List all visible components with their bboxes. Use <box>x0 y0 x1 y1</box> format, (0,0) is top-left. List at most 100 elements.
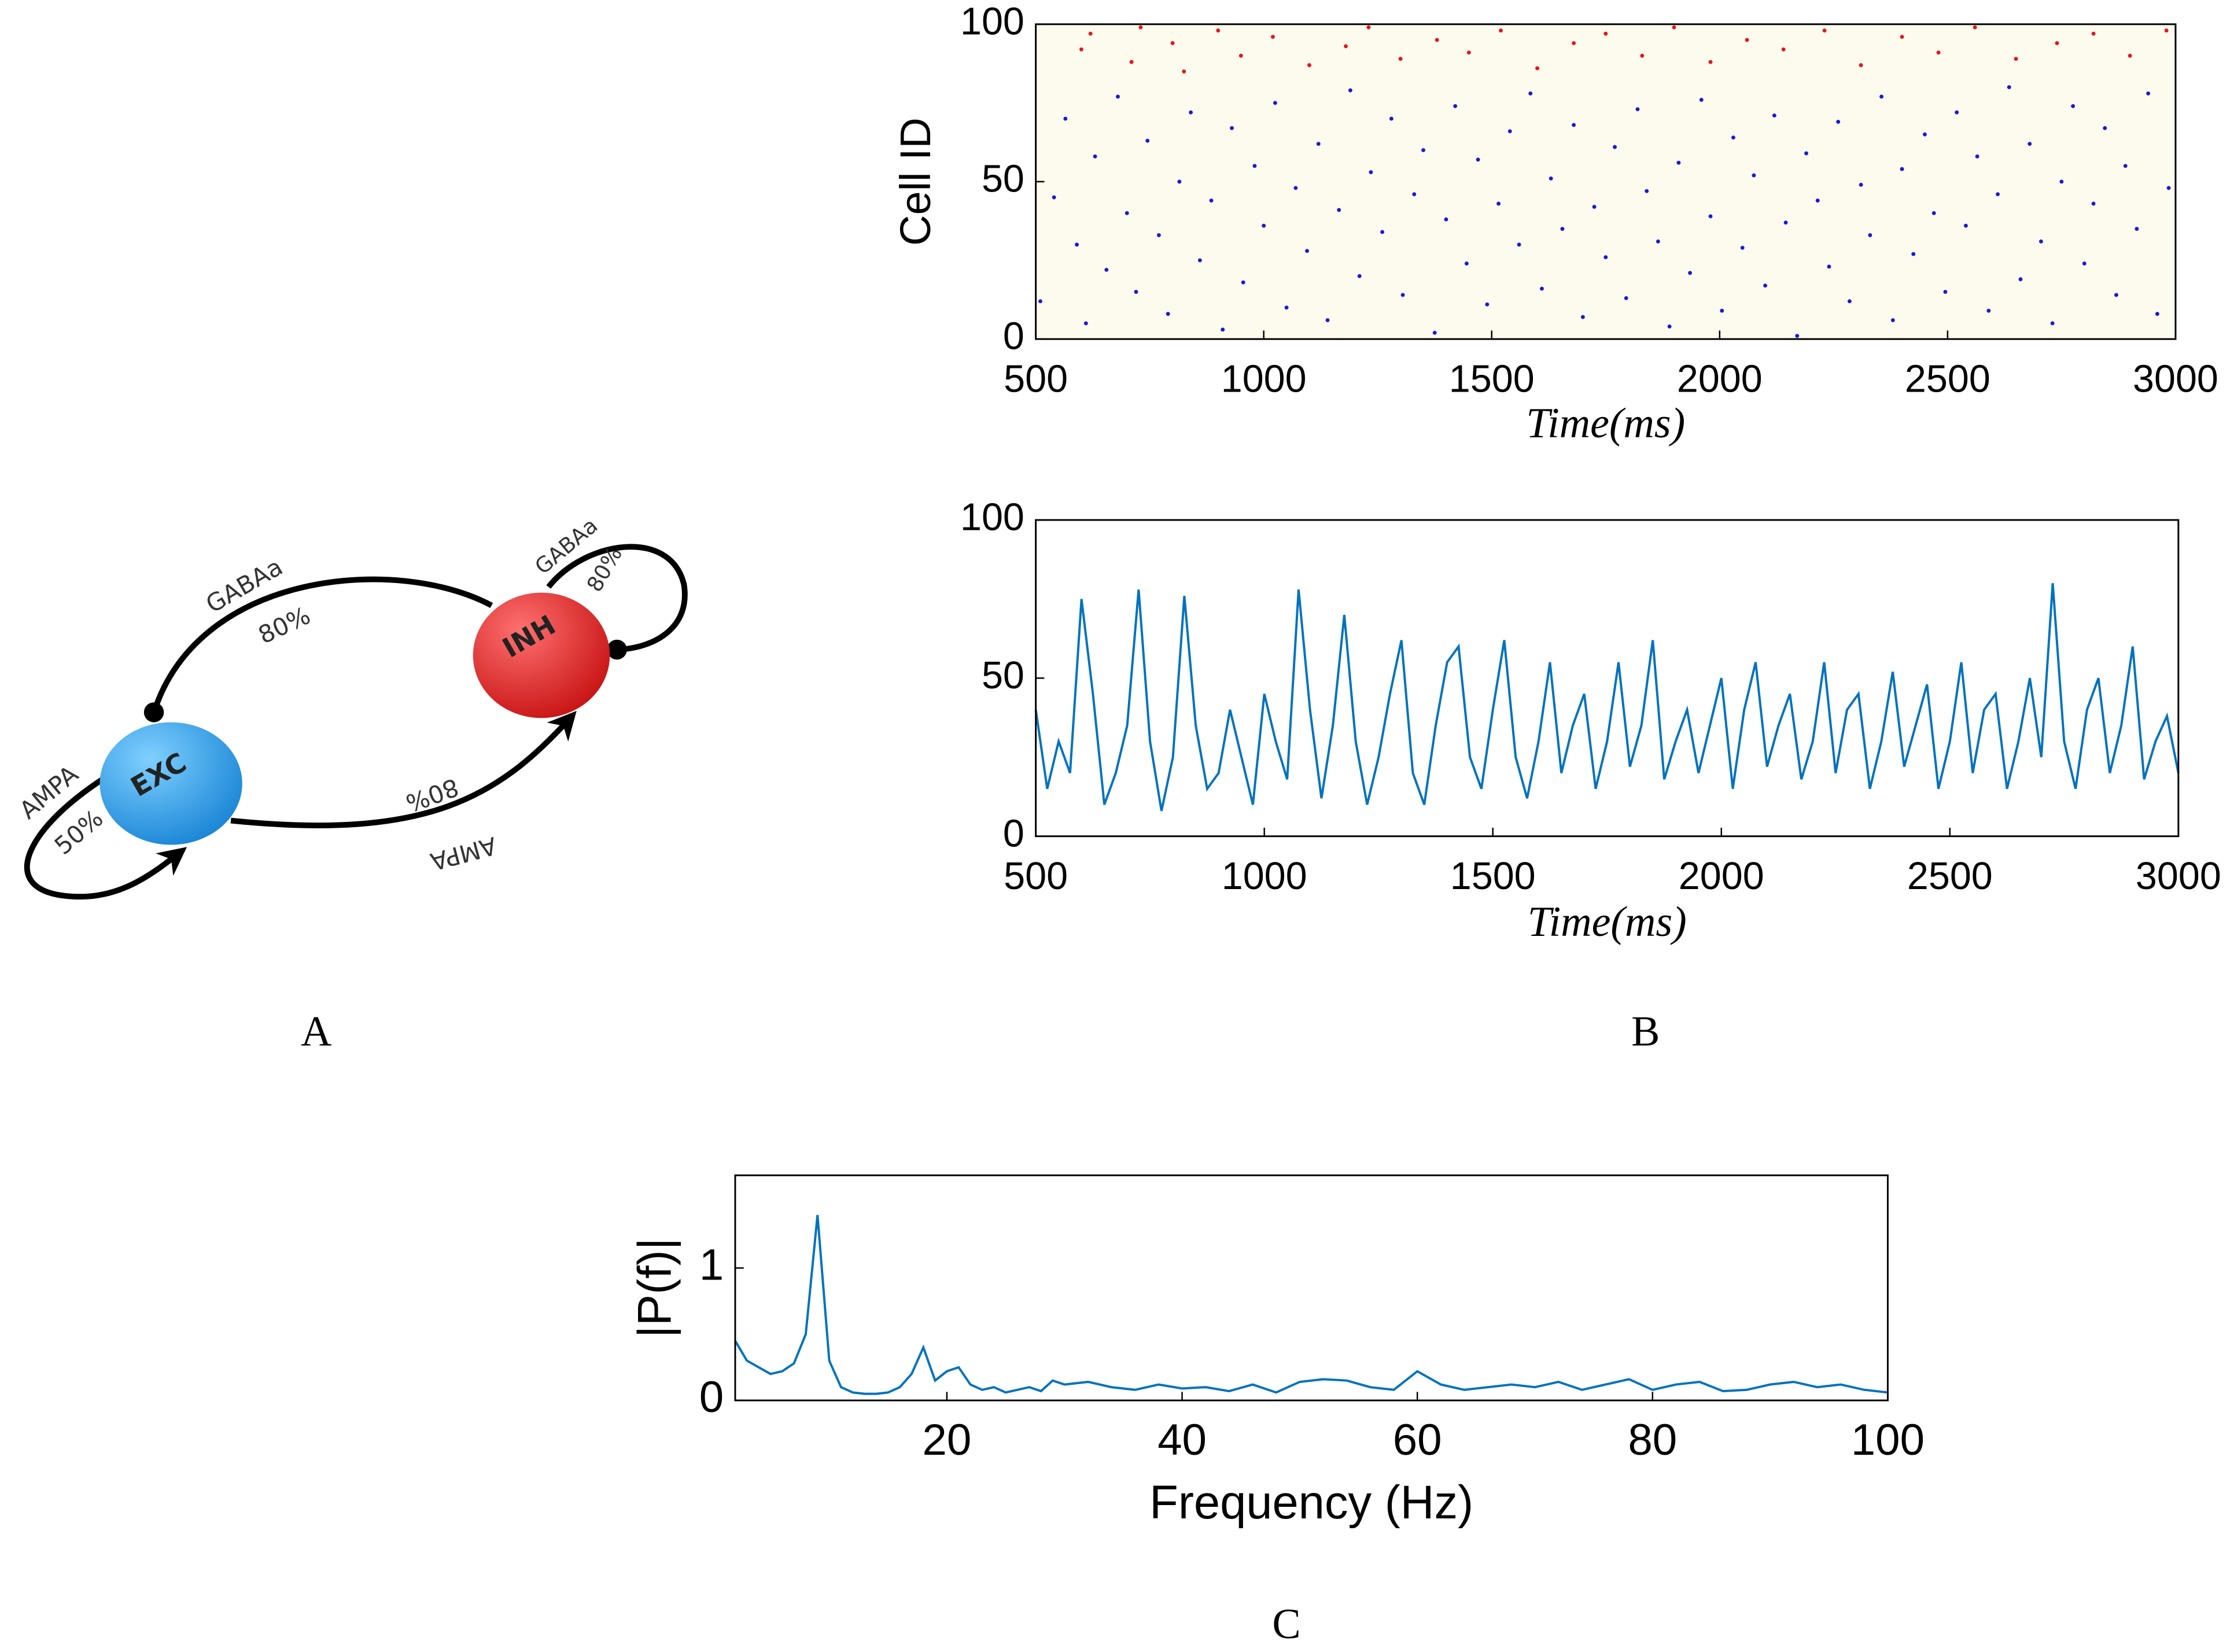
spike <box>2027 142 2032 146</box>
spike <box>1262 223 1266 228</box>
plot-area <box>1035 519 2178 836</box>
spike <box>1307 63 1311 68</box>
spike <box>1868 233 1872 238</box>
spike <box>1827 264 1831 269</box>
spike <box>1699 98 1704 102</box>
y-tick-label: 0 <box>1003 315 1024 358</box>
plot-frame <box>734 1174 1889 1402</box>
y-tick-label: 100 <box>960 496 1024 539</box>
spike <box>1129 60 1134 64</box>
spike <box>1088 31 1093 36</box>
synapse-label: AMPA <box>14 759 84 824</box>
x-tick-label: 1000 <box>1222 855 1307 898</box>
spike <box>1943 290 1948 294</box>
spike <box>1038 299 1042 304</box>
spike <box>2166 186 2171 190</box>
spike <box>1145 138 1150 143</box>
x-tick-label: 500 <box>1004 358 1068 401</box>
spike <box>1859 63 1863 68</box>
spike <box>1745 38 1749 42</box>
spike <box>1075 242 1079 247</box>
spike <box>1580 315 1585 319</box>
x-axis-label: Time(ms) <box>1528 898 1687 945</box>
data-line <box>1034 583 2180 812</box>
x-tick-label: 60 <box>1393 1415 1442 1465</box>
y-axis-label: |P(f)| <box>628 1238 681 1338</box>
spike <box>1499 28 1503 33</box>
spike <box>1539 286 1544 291</box>
spike <box>2164 28 2169 33</box>
spike <box>2007 85 2011 90</box>
spike <box>1369 170 1373 175</box>
spike <box>1624 296 1628 300</box>
x-tick-label: 3000 <box>2133 358 2218 401</box>
spike <box>1432 330 1437 335</box>
plot-area <box>735 1175 1888 1401</box>
inhibitory-terminal <box>143 702 164 722</box>
plot-frame <box>1035 519 2180 838</box>
spike <box>2114 293 2118 297</box>
spike <box>1464 261 1469 266</box>
spike <box>1560 227 1565 231</box>
spike <box>1348 88 1352 93</box>
spike <box>2055 41 2059 45</box>
spike <box>1293 186 1298 190</box>
x-tick-label: 20 <box>922 1415 971 1465</box>
spike <box>1156 233 1161 238</box>
spike <box>1316 142 1321 146</box>
inh-node <box>473 592 610 718</box>
inhibitory-terminal <box>607 639 627 660</box>
panel-label: B <box>1631 1007 1660 1054</box>
spike <box>1731 135 1735 140</box>
spike <box>1592 205 1597 209</box>
spike <box>1975 154 1979 158</box>
spike <box>2050 321 2055 326</box>
spike <box>1781 47 1786 51</box>
plot-frame <box>1035 23 2177 340</box>
spike <box>2123 164 2128 168</box>
spike <box>2135 227 2139 231</box>
spike <box>1125 211 1129 215</box>
spike <box>1535 66 1540 71</box>
spike <box>1444 217 1448 222</box>
spike <box>1400 293 1405 297</box>
spike <box>1847 299 1852 304</box>
inh-self-loop <box>546 544 688 653</box>
spike <box>1182 69 1186 73</box>
spike <box>1052 195 1056 200</box>
data-line <box>734 1215 1888 1395</box>
spike <box>2103 126 2107 130</box>
spike <box>1635 107 1640 112</box>
spike <box>1325 318 1330 322</box>
spike <box>1496 201 1501 206</box>
spike <box>1209 198 1214 203</box>
spike <box>1667 324 1672 329</box>
x-tick-label: 2500 <box>1905 358 1990 401</box>
network-diagram: EXC INH GABAa 80% AMPA 50% 80% AMPA GABA… <box>14 513 688 900</box>
spike <box>1357 274 1362 278</box>
spike <box>1815 198 1820 203</box>
spike <box>1795 334 1800 338</box>
spike <box>1996 192 2000 197</box>
x-tick-label: 1500 <box>1450 855 1536 898</box>
spike <box>1398 57 1403 61</box>
x-tick-label: 40 <box>1157 1415 1207 1465</box>
synapse-label: 80% <box>254 601 315 650</box>
spike <box>1453 104 1458 108</box>
spike <box>1613 145 1617 149</box>
spike <box>1485 302 1490 307</box>
spike <box>1572 41 1576 45</box>
spike <box>1549 176 1553 181</box>
spike <box>1083 321 1088 326</box>
spike <box>2014 57 2018 61</box>
exc-self-loop <box>24 774 187 900</box>
y-tick-label: 0 <box>699 1373 724 1422</box>
spike <box>1672 25 1676 30</box>
y-tick-label: 50 <box>982 654 1024 697</box>
spike <box>1421 148 1425 153</box>
spike <box>1572 123 1576 127</box>
y-tick-label: 100 <box>960 0 1024 43</box>
panel-label: C <box>1272 1600 1300 1647</box>
spike <box>1603 255 1608 260</box>
spike <box>1923 132 1927 137</box>
